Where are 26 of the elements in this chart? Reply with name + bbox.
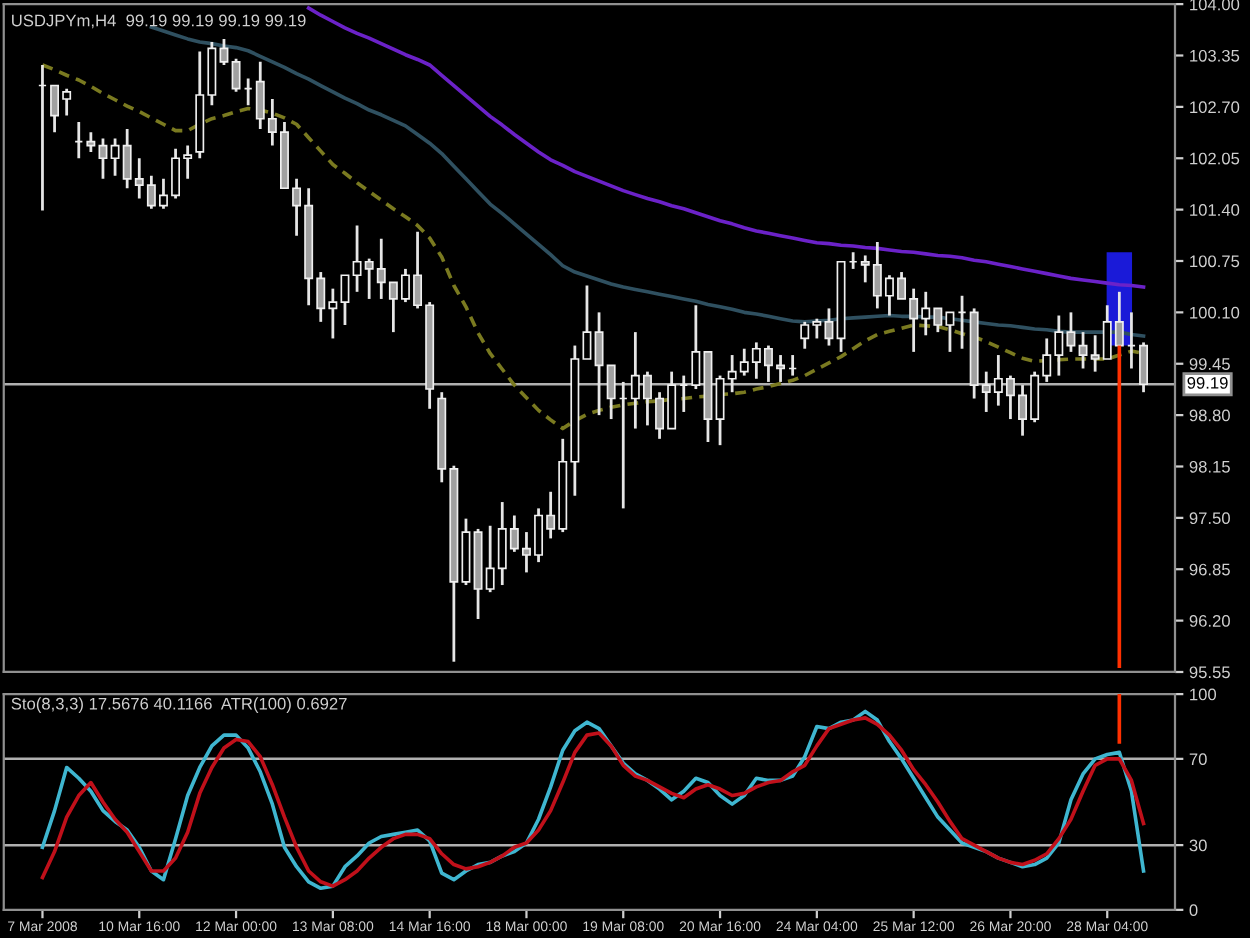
y-tick-label: 98.15 xyxy=(1189,460,1230,473)
text: USDJPYm,H4 99.19 99.19 99.19 99.19 xyxy=(12,14,306,29)
y-tick-label: 97.50 xyxy=(1189,512,1230,525)
y-tick-label: 101.40 xyxy=(1190,204,1240,216)
y-tick-label: 0 xyxy=(1189,904,1198,917)
ref-line-label: 99.19 xyxy=(1187,376,1228,389)
y-tick-label: 100.10 xyxy=(1190,306,1240,319)
y-tick-label: 96.85 xyxy=(1189,563,1230,576)
candlestick xyxy=(1139,341,1149,394)
chart-title: Sto(8,3,3) 17.5676 40.1166 ATR(100) 0.6927 xyxy=(11,697,347,713)
candlestick xyxy=(98,137,108,181)
y-tick-label: 100.75 xyxy=(1190,255,1240,268)
y-tick-label: 70 xyxy=(1189,753,1207,766)
candlestick xyxy=(219,37,229,67)
y-tick-label: 102.05 xyxy=(1190,152,1240,165)
y-tick-label: 96.20 xyxy=(1189,615,1230,627)
y-tick-label: 103.35 xyxy=(1190,49,1240,62)
line-series xyxy=(306,6,1146,289)
candlestick xyxy=(231,57,241,94)
y-tick-label: 99.45 xyxy=(1189,358,1230,370)
y-tick-label: 95.55 xyxy=(1189,666,1230,679)
candlestick xyxy=(86,130,96,154)
y-tick-label: 30 xyxy=(1189,839,1207,852)
y-tick-label: 98.80 xyxy=(1189,409,1230,422)
y-tick-label: 102.70 xyxy=(1190,101,1240,114)
y-tick-label: 100 xyxy=(1190,688,1217,701)
